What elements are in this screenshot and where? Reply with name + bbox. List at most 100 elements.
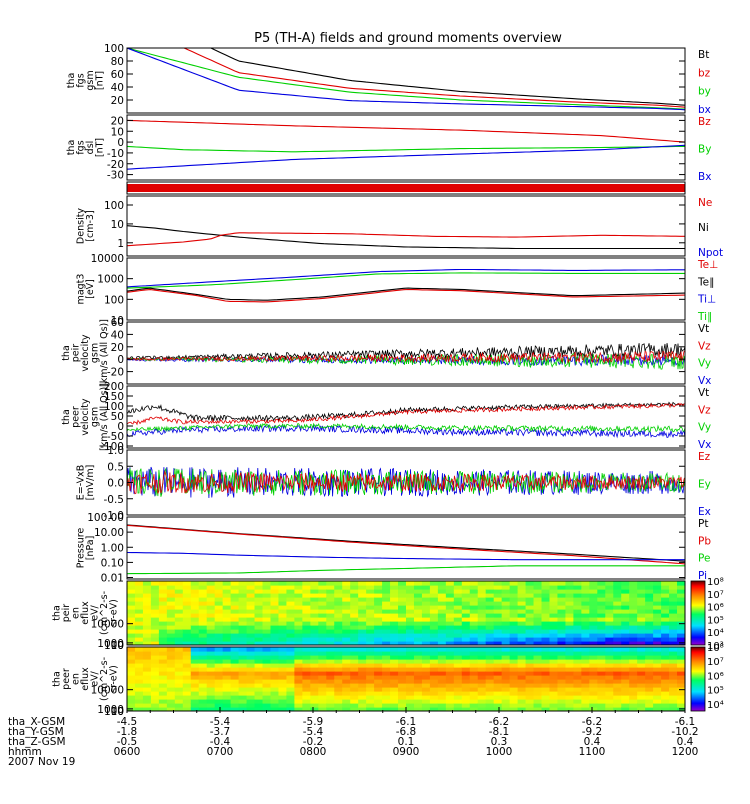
heatmap-cell [493,613,503,618]
heatmap-cell [501,585,511,590]
series-group [127,401,685,439]
panel-mode_bar [126,181,686,195]
heatmap-cell [406,703,415,708]
heatmap-cell [413,651,423,656]
heatmap-cell [661,671,670,676]
heatmap-cell [421,617,431,622]
heatmap-cell [286,675,295,680]
heatmap-cell [669,597,678,602]
heatmap-cell [342,585,351,590]
heatmap-cell [581,625,590,630]
heatmap-cell [254,647,264,652]
heatmap-cell [286,651,295,656]
heatmap-cell [374,609,383,614]
heatmap-cell [429,613,439,618]
heatmap-cell [134,703,144,708]
heatmap-cell [206,613,216,618]
heatmap-cell [581,605,590,610]
heatmap-cell [198,641,208,645]
heatmap-cell [398,687,407,692]
heatmap-cell [278,633,288,638]
heatmap-cell [254,593,264,598]
heatmap-cell [318,597,327,602]
heatmap-cell [557,667,567,672]
heatmap-cell [142,641,152,645]
heatmap-cell [358,641,367,645]
heatmap-cell [597,659,606,664]
heatmap-cell [517,641,527,645]
heatmap-cell [565,629,574,634]
heatmap-cell [477,585,487,590]
heatmap-cell [629,601,638,606]
heatmap-cell [190,581,200,586]
heatmap-cell [421,659,431,664]
heatmap-cell [469,687,479,692]
heatmap-cell [246,675,256,680]
heatmap-cell [645,629,654,634]
heatmap-cell [549,687,559,692]
heatmap-cell [342,581,351,586]
heatmap-cell [581,617,590,622]
heatmap-cell [174,605,184,610]
heatmap-cell [398,641,407,645]
heatmap-cell [166,695,176,700]
heatmap-cell [342,613,351,618]
heatmap-cell [302,687,311,692]
heatmap-cell [302,625,311,630]
heatmap-cell [533,589,543,594]
heatmap-cell [621,621,630,626]
heatmap-cell [621,593,630,598]
heatmap-cell [413,629,423,634]
heatmap-cell [645,625,654,630]
heatmap-cell [270,617,280,622]
heatmap-cell [413,691,423,696]
heatmap-cell [573,683,582,688]
y-axis-label: peer [61,668,72,690]
heatmap-cell [174,683,184,688]
heatmap-cell [557,683,567,688]
heatmap-cell [302,675,311,680]
heatmap-cell [445,625,455,630]
heatmap-cell [230,707,240,711]
heatmap-cell [270,613,280,618]
heatmap-cell [541,633,551,638]
heatmap-cell [214,699,224,704]
heatmap-cell [445,605,455,610]
heatmap-cell [270,585,280,590]
heatmap-cell [509,651,519,656]
heatmap-cell [270,675,280,680]
heatmap-cell [190,621,200,626]
heatmap-cell [413,675,423,680]
heatmap-cell [142,707,152,711]
y-tick-label: -30 [107,170,124,182]
heatmap-cell [629,655,638,660]
heatmap-cell [166,707,176,711]
heatmap-cell [198,667,208,672]
heatmap-cell [222,695,232,700]
heatmap-cell [661,707,670,711]
y-tick-label: -1.0 [104,510,125,522]
heatmap-cell [653,699,662,704]
heatmap-cell [398,655,407,660]
heatmap-cell [421,655,431,660]
heatmap-cell [533,679,543,684]
heatmap-cell [326,683,335,688]
heatmap-cell [653,707,662,711]
heatmap-cell [661,609,670,614]
heatmap-cell [366,647,375,652]
heatmap-cell [366,703,375,708]
heatmap-cell [214,651,224,656]
heatmap-cell [262,655,272,660]
y-tick-label: 10 [111,315,124,327]
heatmap-cell [485,597,495,602]
heatmap-cell [477,629,487,634]
heatmap-cell [613,617,622,622]
series-Pb [127,524,685,565]
heatmap-cell [182,707,192,711]
heatmap-cell [557,629,567,634]
heatmap-cell [366,589,375,594]
heatmap-cell [406,593,415,598]
heatmap-cell [413,655,423,660]
heatmap-cell [477,699,487,704]
heatmap-cell [302,597,311,602]
